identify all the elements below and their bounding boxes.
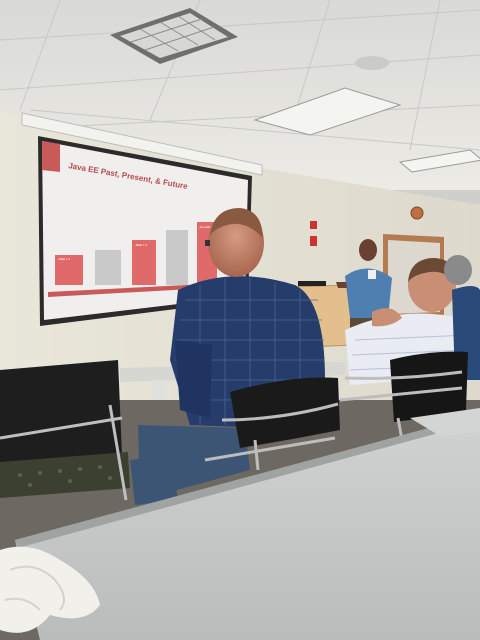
ceiling-light (398, 149, 480, 173)
foreground-table (15, 425, 480, 640)
ceiling-light (253, 87, 402, 136)
table-edge (15, 425, 442, 548)
slide-accent (42, 141, 60, 172)
slide-box (132, 240, 156, 285)
ceiling-vent (110, 8, 238, 64)
wall-clock (410, 206, 424, 220)
slide-box-label: J2EE 1.4 (135, 243, 148, 247)
presenter (336, 239, 392, 330)
slide-box (55, 255, 83, 285)
slide-box-label: Java EE 5 (199, 225, 213, 229)
projected-slide (42, 141, 248, 320)
laptop (298, 281, 326, 286)
office-chair (339, 351, 468, 441)
slide-box (95, 250, 121, 285)
slide-box-label: J2EE 1.3 (58, 257, 71, 261)
ceiling-speaker (355, 56, 389, 70)
side-table-right (410, 408, 480, 436)
slide-box (166, 230, 188, 285)
screen-housing (21, 112, 263, 176)
empty-chair (0, 360, 130, 501)
office-chair (204, 377, 340, 471)
white-napkin (0, 546, 100, 633)
exit-sign (310, 221, 317, 229)
attendee-plaid-shirt (130, 208, 325, 505)
fire-alarm (310, 236, 317, 246)
